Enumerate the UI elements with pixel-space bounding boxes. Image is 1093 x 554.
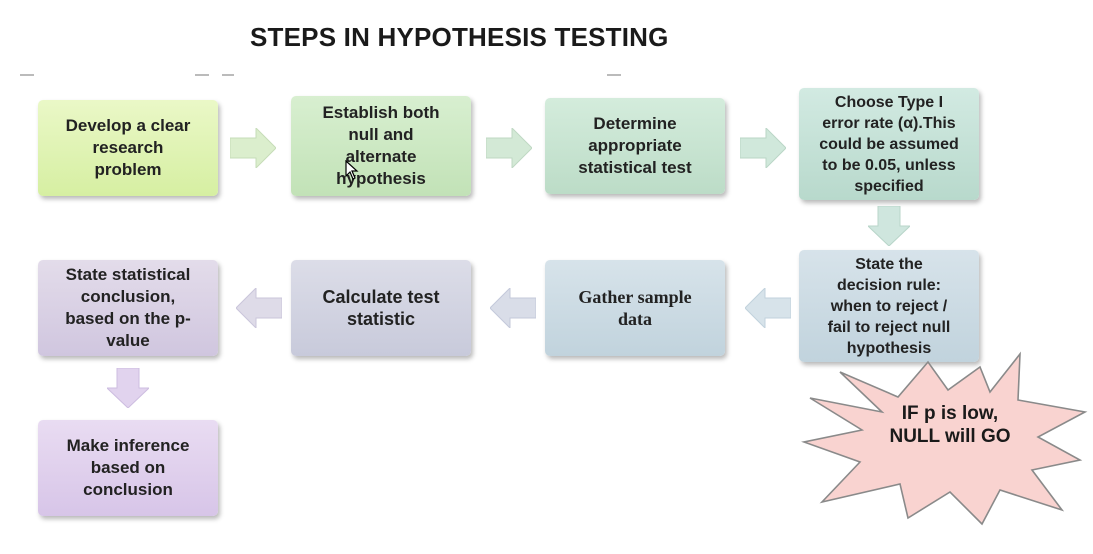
step-line: conclusion, — [80, 287, 176, 306]
step-gather-sample-data: Gather sample data — [545, 260, 725, 356]
callout-text: IF p is low, NULL will GO — [870, 402, 1030, 448]
step-line: Gather sample — [578, 287, 692, 307]
page-title: STEPS IN HYPOTHESIS TESTING — [250, 22, 669, 52]
arrow-right-icon — [486, 128, 532, 168]
divider — [222, 74, 234, 76]
mouse-cursor-icon — [345, 160, 359, 180]
step-line: error rate (α).This — [822, 114, 956, 132]
step-line: Choose Type I — [834, 93, 944, 111]
step-line: decision rule: — [836, 276, 942, 294]
step-line: conclusion — [83, 480, 173, 499]
step-line: statistical test — [578, 158, 692, 177]
step-line: research — [92, 138, 164, 157]
step-establish-hypothesis: Establish both null and alternate hypoth… — [291, 96, 471, 196]
callout-line: IF p is low, — [901, 403, 999, 424]
step-line: null and — [348, 125, 414, 144]
step-line: statistic — [346, 309, 415, 329]
step-develop-research-problem: Develop a clear research problem — [38, 100, 218, 196]
divider — [607, 74, 621, 76]
callout-starburst: IF p is low, NULL will GO — [800, 342, 1093, 532]
step-line: problem — [94, 160, 162, 179]
step-line: could be assumed — [819, 135, 959, 153]
step-line: based on — [90, 458, 166, 477]
step-line: State statistical — [65, 265, 191, 284]
step-line: value — [106, 331, 150, 350]
step-calculate-test-statistic: Calculate test statistic — [291, 260, 471, 356]
step-state-statistical-conclusion: State statistical conclusion, based on t… — [38, 260, 218, 356]
step-line: to be 0.05, unless — [822, 156, 956, 174]
step-choose-error-rate: Choose Type I error rate (α).This could … — [799, 88, 979, 200]
step-line: hypothesis — [846, 339, 932, 357]
callout-line: NULL will GO — [889, 426, 1011, 447]
step-line: fail to reject null — [827, 318, 951, 336]
divider — [20, 74, 34, 76]
step-line: specified — [854, 177, 924, 195]
step-line: data — [617, 309, 652, 329]
starburst-shape-icon — [801, 351, 1088, 526]
step-line: based on the p- — [65, 309, 191, 328]
step-make-inference: Make inference based on conclusion — [38, 420, 218, 516]
step-line: appropriate — [588, 136, 682, 155]
step-line: Calculate test — [322, 287, 440, 307]
divider — [195, 74, 209, 76]
arrow-left-icon — [490, 288, 536, 328]
step-line: Make inference — [66, 436, 190, 455]
step-determine-statistical-test: Determine appropriate statistical test — [545, 98, 725, 194]
arrow-left-icon — [236, 288, 282, 328]
step-line: hypothesis — [336, 169, 426, 188]
arrow-right-icon — [740, 128, 786, 168]
arrow-down-icon — [107, 368, 149, 408]
step-line: Establish both — [322, 103, 440, 122]
step-line: State the — [855, 255, 923, 273]
arrow-left-icon — [745, 288, 791, 328]
step-state-decision-rule: State the decision rule: when to reject … — [799, 250, 979, 362]
step-line: alternate — [345, 147, 417, 166]
step-line: Determine — [593, 114, 677, 133]
step-line: Develop a clear — [65, 116, 191, 135]
step-line: when to reject / — [830, 297, 948, 315]
arrow-down-icon — [868, 206, 910, 246]
arrow-right-icon — [230, 128, 276, 168]
